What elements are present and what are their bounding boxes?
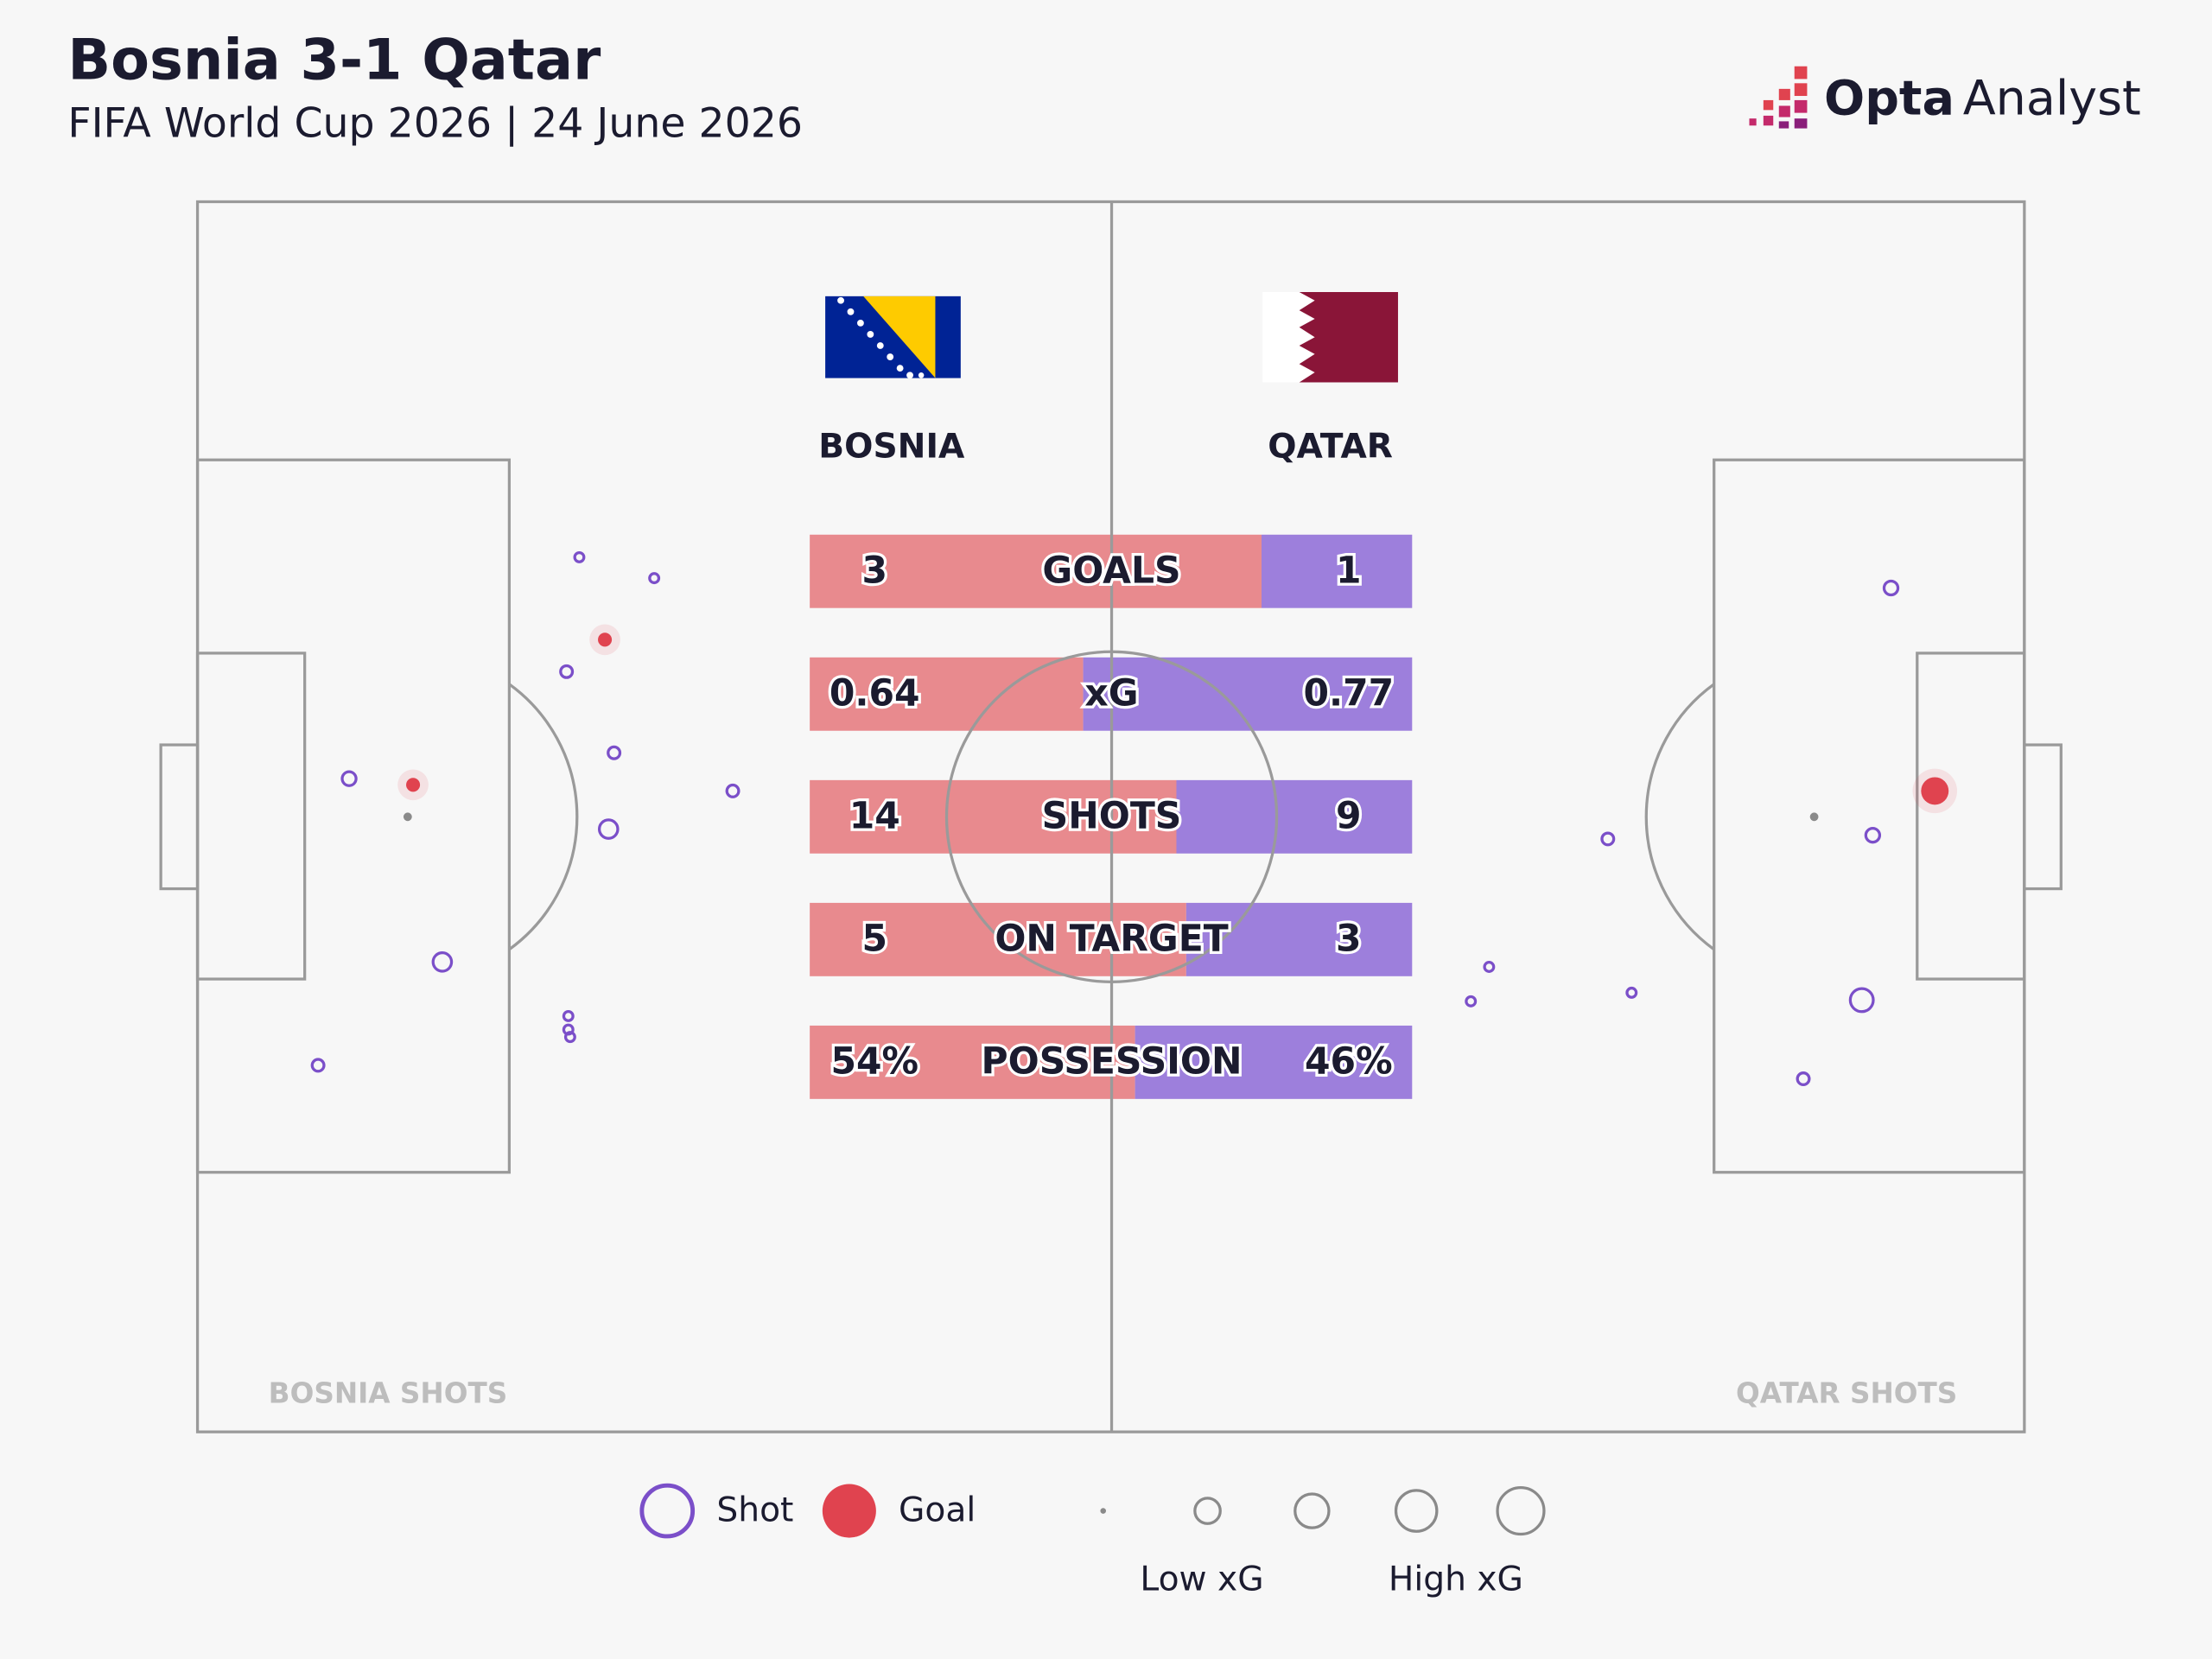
team-name: QATAR <box>1268 428 1393 467</box>
stat-value: 9 <box>1336 795 1362 837</box>
shot <box>1796 1071 1811 1087</box>
stat-value: 0.77 <box>1303 672 1394 715</box>
stat-bar <box>810 1025 1135 1099</box>
shot <box>310 1058 326 1073</box>
legend-label: Shot <box>716 1491 793 1530</box>
shot <box>648 572 661 585</box>
shot <box>340 770 358 787</box>
stat-value: 1 <box>1336 550 1362 592</box>
stat-category: SHOTS <box>1042 795 1182 837</box>
shot <box>559 664 575 679</box>
shot <box>1600 831 1616 847</box>
legend-label: Low xG <box>1140 1560 1263 1599</box>
legend-shot <box>639 1483 696 1539</box>
stat-bar <box>1083 657 1413 731</box>
stat-category: ON TARGET <box>995 918 1228 960</box>
pitch-label: BOSNIA SHOTS <box>269 1377 508 1410</box>
shot <box>607 745 622 760</box>
chart-title: Bosnia 3-1 Qatar <box>67 28 601 93</box>
legend-goal <box>822 1484 876 1538</box>
shot <box>563 1031 576 1044</box>
shot <box>431 950 454 973</box>
shot <box>1882 579 1900 597</box>
stat-value: 5 <box>861 918 887 960</box>
logo-light: Analyst <box>1963 71 2141 127</box>
qatar-flag <box>1262 291 1398 383</box>
stat-bar <box>810 534 1262 608</box>
stat-bar <box>810 902 1186 976</box>
stat-value: 14 <box>849 795 900 837</box>
stat-value: 54% <box>830 1041 918 1084</box>
legend-label: High xG <box>1389 1560 1523 1599</box>
logo: Opta Analyst <box>1749 66 2141 129</box>
shot <box>597 818 620 840</box>
stat-value: 0.64 <box>830 672 920 715</box>
shot <box>1864 826 1882 844</box>
goal <box>1921 777 1949 805</box>
shot <box>1848 987 1875 1014</box>
stat-value: 3 <box>1336 918 1362 960</box>
goal <box>598 632 613 647</box>
stat-category: GOALS <box>1042 550 1180 592</box>
bosnia-flag <box>825 296 961 379</box>
shot <box>573 550 586 563</box>
shot <box>562 1023 575 1036</box>
stat-bar <box>1262 534 1413 608</box>
shot <box>562 1009 575 1022</box>
shot <box>725 783 741 798</box>
stat-category: xG <box>1084 672 1138 715</box>
stat-bar <box>1135 1025 1413 1099</box>
pitch-label: QATAR SHOTS <box>1736 1377 1957 1410</box>
legend: Shot Goal Low xG High xG <box>639 1483 1546 1599</box>
shot <box>1625 986 1638 999</box>
goal <box>406 778 421 792</box>
team-name: BOSNIA <box>818 428 965 467</box>
shot <box>1483 961 1496 973</box>
stat-labels: 3 GOALS 1 0.64 xG 0.77 14 SHOTS 9 5 ON TARGET 3 54% P… <box>827 547 1397 1086</box>
stat-bars <box>810 534 1413 1099</box>
shots <box>310 550 1957 1087</box>
shot <box>1465 995 1478 1007</box>
stat-category: POSSESSION <box>982 1041 1243 1084</box>
stat-bar <box>1176 779 1413 854</box>
logo-bold: Opta <box>1824 71 1955 127</box>
pitch <box>159 200 2063 1433</box>
stat-value: 3 <box>861 550 887 592</box>
legend-label: Goal <box>899 1491 976 1530</box>
stat-value: 46% <box>1305 1041 1393 1084</box>
chart-subtitle: FIFA World Cup 2026 | 24 June 2026 <box>67 99 803 147</box>
stat-bar <box>810 779 1177 854</box>
